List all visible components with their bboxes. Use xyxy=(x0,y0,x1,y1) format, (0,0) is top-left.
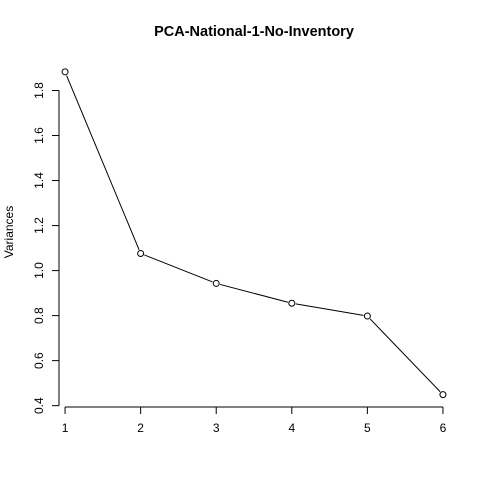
series-segment xyxy=(219,283,289,303)
data-point xyxy=(288,299,296,307)
y-tick-label: 1.0 xyxy=(32,262,46,279)
variance-series xyxy=(61,68,447,399)
data-point xyxy=(439,391,447,399)
data-point xyxy=(212,279,220,287)
series-segment xyxy=(66,75,140,250)
x-tick-label: 1 xyxy=(62,421,69,435)
x-tick-label: 4 xyxy=(288,421,295,435)
y-tick-label: 1.8 xyxy=(32,82,46,99)
series-segment xyxy=(369,318,441,393)
y-tick-label: 1.6 xyxy=(32,127,46,144)
y-tick-label: 0.4 xyxy=(32,397,46,414)
data-point xyxy=(137,249,145,257)
y-tick-label: 1.2 xyxy=(32,217,46,234)
y-tick-label: 1.4 xyxy=(32,172,46,189)
x-tick-label: 3 xyxy=(213,421,220,435)
x-tick-label: 6 xyxy=(440,421,447,435)
series-segment xyxy=(144,254,213,283)
y-axis-label: Variances xyxy=(2,206,16,258)
x-tick-label: 5 xyxy=(364,421,371,435)
y-tick-label: 0.6 xyxy=(32,352,46,369)
series-segment xyxy=(295,303,364,316)
chart-title: PCA-National-1-No-Inventory xyxy=(154,24,354,40)
y-axis: 0.4 0.6 0.8 1.0 1.2 1.4 1.6 1.8 xyxy=(32,82,60,414)
x-axis: 1 2 3 4 5 6 xyxy=(62,406,447,435)
data-point xyxy=(363,312,371,320)
y-tick-label: 0.8 xyxy=(32,307,46,324)
x-tick-label: 2 xyxy=(137,421,144,435)
data-point xyxy=(61,68,69,76)
